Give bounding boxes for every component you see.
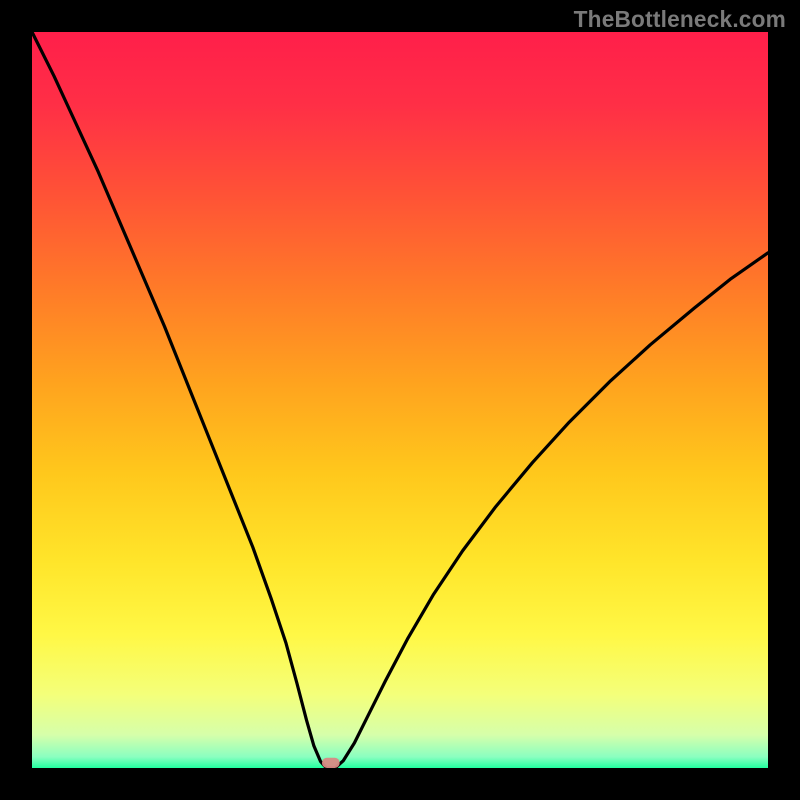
chart-container: TheBottleneck.com <box>0 0 800 800</box>
bottleneck-chart <box>0 0 800 800</box>
minimum-marker <box>322 758 340 768</box>
watermark-text: TheBottleneck.com <box>574 6 786 33</box>
plot-background <box>32 32 768 768</box>
